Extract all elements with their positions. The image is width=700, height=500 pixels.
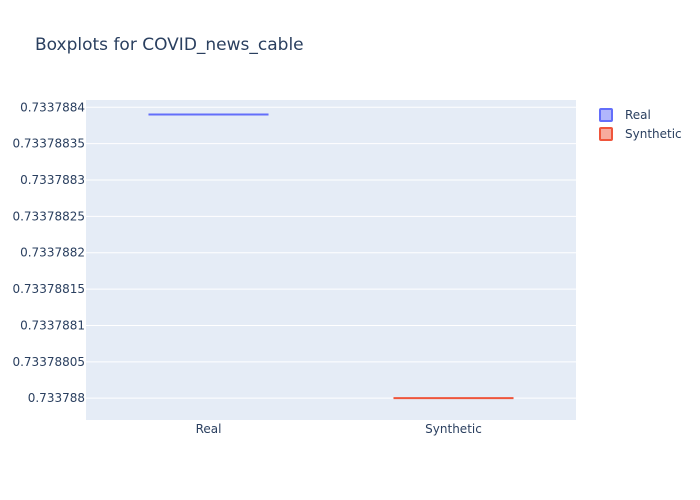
grid-lines: [86, 106, 576, 399]
legend: Real Synthetic: [599, 108, 682, 141]
legend-label-synthetic: Synthetic: [625, 127, 682, 141]
x-axis-ticks: Real Synthetic: [196, 422, 482, 436]
y-tick-label: 0.7337882: [20, 246, 85, 260]
y-tick-label: 0.73378815: [12, 282, 85, 296]
plot-area: [86, 100, 576, 420]
x-tick-label: Synthetic: [425, 422, 482, 436]
box-marks: [148, 113, 514, 400]
x-tick-label: Real: [196, 422, 222, 436]
y-tick-label: 0.733788: [28, 391, 85, 405]
y-tick-label: 0.73378805: [12, 355, 85, 369]
chart-title: Boxplots for COVID_news_cable: [35, 35, 304, 55]
y-tick-label: 0.7337881: [20, 318, 85, 332]
legend-label-real: Real: [625, 108, 651, 122]
y-tick-label: 0.7337883: [20, 173, 85, 187]
legend-swatch-synthetic: [599, 127, 613, 141]
y-tick-label: 0.73378835: [12, 137, 85, 151]
y-tick-label: 0.73378825: [12, 209, 85, 223]
legend-swatch-real: [599, 108, 613, 122]
y-tick-label: 0.7337884: [20, 100, 85, 114]
y-axis-ticks: 0.733788 0.73378805 0.7337881 0.73378815 0.7…: [12, 100, 85, 405]
